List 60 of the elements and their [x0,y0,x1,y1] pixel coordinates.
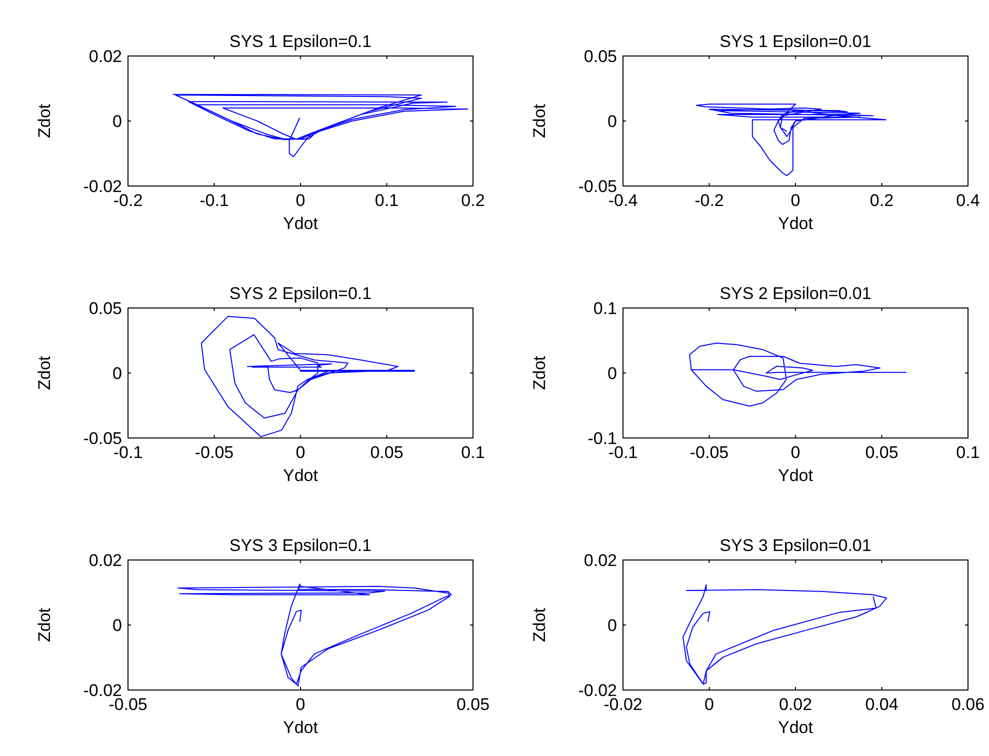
y-axis-title: Zdot [35,356,54,390]
chart-title: SYS 2 Epsilon=0.1 [229,284,372,303]
chart-title: SYS 3 Epsilon=0.1 [229,536,372,555]
y-tick-label: 0.02 [88,551,122,570]
y-tick-label: 0 [608,364,617,383]
chart-title: SYS 1 Epsilon=0.1 [229,32,372,51]
x-tick-label: 0.05 [370,443,404,462]
y-axis-title: Zdot [530,608,549,642]
y-axis-title: Zdot [530,104,549,138]
line-series [696,104,887,176]
x-tick-label: 0 [790,443,800,462]
x-tick-label: 0 [704,695,714,714]
line-series [200,316,415,438]
x-tick-label: 0.1 [956,443,980,462]
x-axis-title: Ydot [778,718,814,737]
y-tick-label: -0.05 [83,429,122,448]
y-tick-label: 0 [112,112,122,131]
line-series [689,342,906,407]
x-tick-label: 0 [790,191,800,210]
x-tick-label: -0.05 [194,443,234,462]
x-tick-label: 0.2 [870,191,894,210]
chart-title: SYS 2 Epsilon=0.01 [720,284,872,303]
x-axis-title: Ydot [778,214,814,233]
y-tick-label: 0.05 [584,47,617,66]
line-series [178,584,452,687]
line-series [682,584,887,685]
x-tick-label: 0.05 [456,695,490,714]
y-tick-label: 0 [608,616,617,635]
y-tick-label: 0 [608,112,617,131]
y-axis-title: Zdot [530,356,549,390]
x-tick-label: 0.02 [778,695,812,714]
x-tick-label: -0.05 [690,443,729,462]
line-series [172,94,468,158]
x-tick-label: 0.2 [461,191,485,210]
y-tick-label: 0 [112,616,122,635]
y-tick-label: 0.1 [593,299,617,318]
y-axis-title: Zdot [35,104,54,138]
x-tick-label: 0 [296,443,306,462]
chart-title: SYS 1 Epsilon=0.01 [720,32,872,51]
y-axis-title: Zdot [35,608,54,642]
x-tick-label: 0.04 [865,695,898,714]
y-tick-label: 0 [112,364,122,383]
x-tick-label: -0.2 [694,191,724,210]
y-tick-label: -0.1 [588,429,617,448]
y-tick-label: 0.05 [88,299,122,318]
x-tick-label: -0.1 [200,191,229,210]
x-tick-label: 0 [296,191,306,210]
x-axis-title: Ydot [283,214,318,233]
x-tick-label: 0.4 [956,191,980,210]
y-tick-label: 0.02 [88,47,122,66]
x-tick-label: 0.06 [951,695,985,714]
x-tick-label: 0.1 [374,191,399,210]
x-tick-label: 0 [296,695,306,714]
x-axis-title: Ydot [283,466,318,485]
chart-title: SYS 3 Epsilon=0.01 [720,536,872,555]
x-tick-label: 0.1 [461,443,485,462]
x-axis-title: Ydot [283,718,318,737]
y-tick-label: 0.02 [584,551,617,570]
x-axis-title: Ydot [778,466,814,485]
x-tick-label: 0.05 [865,443,898,462]
